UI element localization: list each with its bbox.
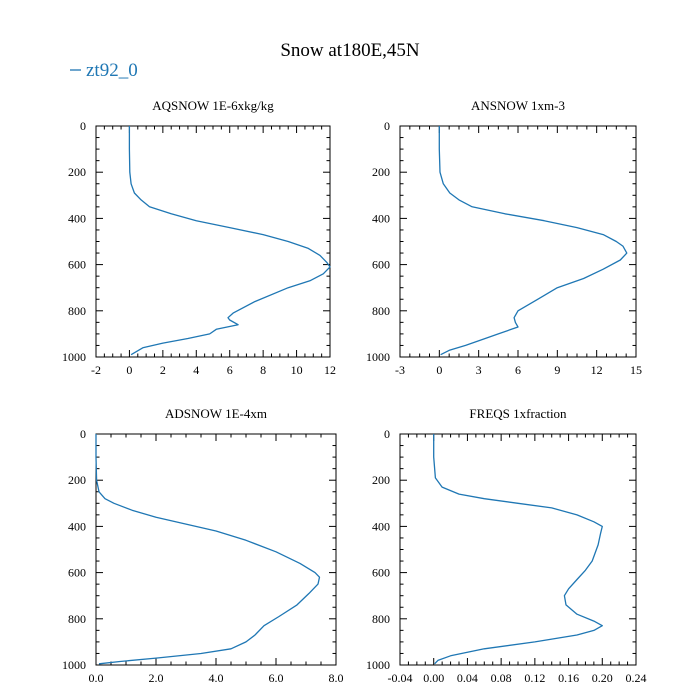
x-tick-label: 0: [436, 363, 442, 377]
x-tick-label: 8.0: [329, 671, 344, 685]
y-tick-label: 1000: [62, 350, 86, 364]
axis-frame: [95, 125, 331, 358]
x-tick-label: 8: [260, 363, 266, 377]
y-tick-label: 200: [372, 165, 390, 179]
series-line-zt92_0: [438, 126, 628, 356]
x-tick-label: 0.20: [592, 671, 613, 685]
x-tick-label: 0.04: [457, 671, 478, 685]
axis-frame: [399, 433, 637, 666]
x-tick-label: 2: [160, 363, 166, 377]
x-tick-label: 10: [291, 363, 303, 377]
y-tick-label: 0: [384, 119, 390, 133]
x-tick-label: -3: [395, 363, 405, 377]
y-tick-label: 0: [384, 427, 390, 441]
y-tick-label: 800: [68, 612, 86, 626]
x-tick-label: 15: [630, 363, 642, 377]
x-tick-label: 6: [515, 363, 521, 377]
y-tick-label: 600: [372, 258, 390, 272]
x-tick-label: 0.08: [491, 671, 512, 685]
axis-frame: [95, 433, 337, 666]
x-tick-label: 6.0: [269, 671, 284, 685]
y-tick-label: 800: [68, 304, 86, 318]
y-tick-label: 600: [68, 258, 86, 272]
x-tick-label: 4.0: [209, 671, 224, 685]
panel-title: ANSNOW 1xm-3: [471, 98, 565, 113]
x-tick-label: 0.00: [423, 671, 444, 685]
x-tick-label: 0.16: [558, 671, 579, 685]
y-tick-label: 1000: [62, 658, 86, 672]
panel-2: ANSNOW 1xm-3 -3 0 3 6 9 12 15 0 200 400 600 800 1000: [366, 98, 642, 377]
y-tick-label: 600: [372, 566, 390, 580]
legend: zt92_0: [70, 60, 138, 81]
y-tick-label: 400: [372, 211, 390, 225]
x-tick-label: 12: [324, 363, 336, 377]
y-tick-label: 1000: [366, 658, 390, 672]
y-tick-label: 200: [68, 165, 86, 179]
x-tick-label: 0.0: [89, 671, 104, 685]
figure-title: Snow at180E,45N: [280, 40, 420, 61]
y-tick-label: 0: [80, 427, 86, 441]
x-tick-label: 6: [227, 363, 233, 377]
x-tick-label: 0.24: [626, 671, 647, 685]
panel-4: FREQS 1xfraction -0.04 0.00 0.04 0.08 0.12 0.1…: [366, 406, 647, 685]
y-tick-label: 200: [372, 473, 390, 487]
axis-frame: [399, 125, 637, 358]
x-tick-label: 9: [554, 363, 560, 377]
y-tick-label: 600: [68, 566, 86, 580]
panel-title: FREQS 1xfraction: [469, 406, 567, 421]
x-tick-label: 3: [476, 363, 482, 377]
panel-3: ADSNOW 1E-4xm 0.0 2.0 4.0 6.0 8.0 0 200 400 600 80…: [62, 406, 344, 685]
y-tick-label: 400: [68, 519, 86, 533]
y-tick-label: 0: [80, 119, 86, 133]
x-tick-label: 0: [126, 363, 132, 377]
x-tick-label: 2.0: [149, 671, 164, 685]
x-tick-label: 12: [591, 363, 603, 377]
x-tick-label: 4: [193, 363, 199, 377]
y-tick-label: 800: [372, 304, 390, 318]
y-tick-label: 400: [68, 211, 86, 225]
panel-title: ADSNOW 1E-4xm: [165, 406, 267, 421]
y-tick-label: 800: [372, 612, 390, 626]
panel-title: AQSNOW 1E-6xkg/kg: [152, 98, 274, 113]
series-line-zt92_0: [95, 434, 321, 665]
x-tick-label: -0.04: [388, 671, 413, 685]
y-tick-label: 400: [372, 519, 390, 533]
y-tick-label: 200: [68, 473, 86, 487]
x-tick-label: 0.12: [524, 671, 545, 685]
panel-1: AQSNOW 1E-6xkg/kg -2 0 2 4 6 8 10 12 0 200 400 600 80…: [62, 98, 336, 377]
legend-label: zt92_0: [86, 60, 138, 81]
series-line-zt92_0: [128, 126, 331, 356]
series-line-zt92_0: [433, 434, 603, 665]
x-tick-label: -2: [91, 363, 101, 377]
y-tick-label: 1000: [366, 350, 390, 364]
